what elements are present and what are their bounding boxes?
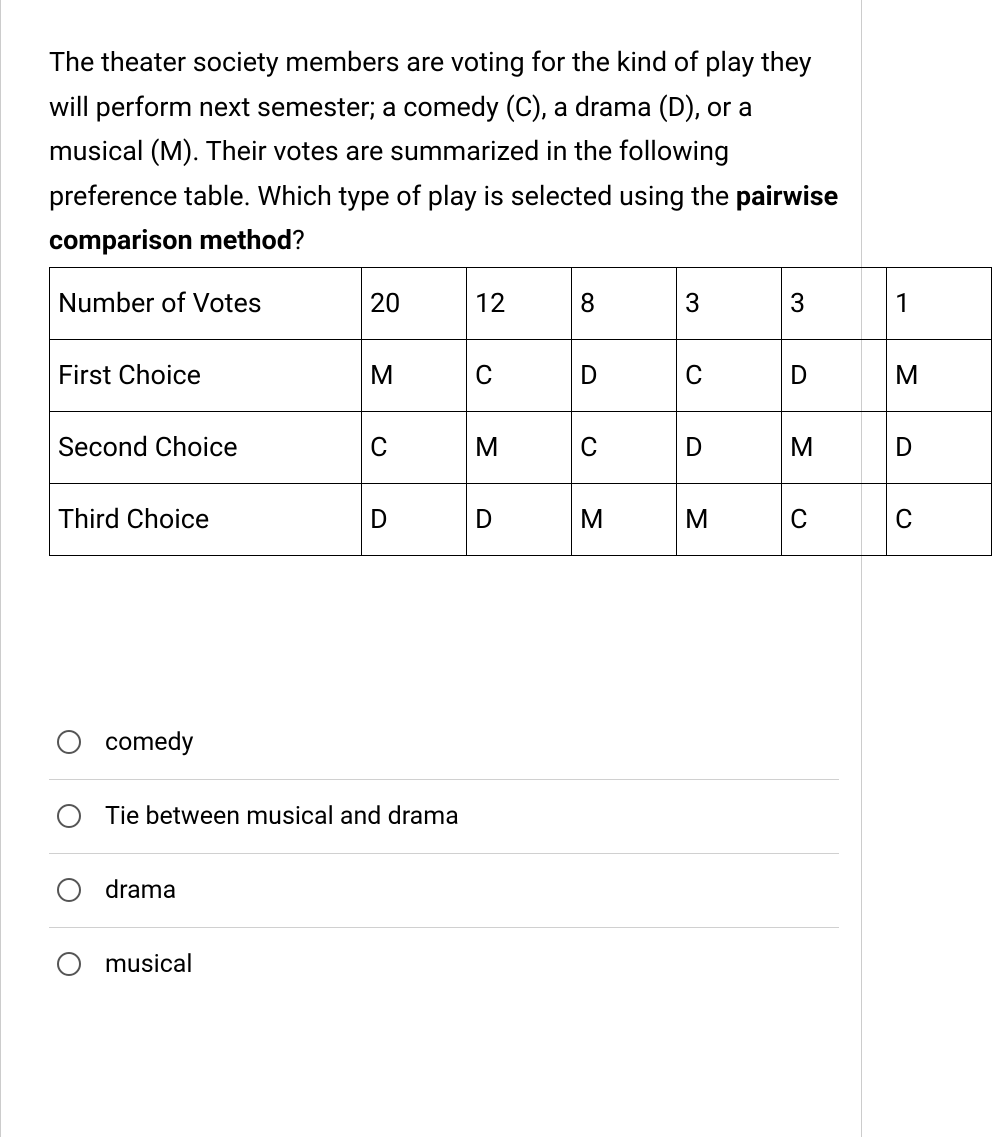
row-label: Number of Votes — [50, 267, 362, 339]
table-cell: 12 — [467, 267, 572, 339]
option-label: drama — [105, 876, 176, 905]
table-cell: 1 — [887, 267, 992, 339]
radio-button[interactable] — [57, 804, 81, 828]
question-prefix: The theater society members are voting f… — [49, 46, 812, 212]
option-row[interactable]: drama — [49, 854, 839, 928]
table-cell: C — [572, 411, 677, 483]
table-cell: D — [362, 483, 467, 555]
radio-button[interactable] — [57, 730, 81, 754]
table-cell: M — [887, 339, 992, 411]
radio-button[interactable] — [57, 952, 81, 976]
option-row[interactable]: comedy — [49, 706, 839, 780]
table-cell: C — [677, 339, 782, 411]
table-cell: D — [572, 339, 677, 411]
table-cell: M — [677, 483, 782, 555]
table-row: Second ChoiceCMCDMD — [50, 411, 992, 483]
option-label: comedy — [105, 728, 193, 757]
row-label: Second Choice — [50, 411, 362, 483]
table-row: Number of Votes20128331 — [50, 267, 992, 339]
table-cell: C — [887, 483, 992, 555]
option-row[interactable]: musical — [49, 928, 839, 1001]
option-row[interactable]: Tie between musical and drama — [49, 780, 839, 854]
answer-options: comedy Tie between musical and drama drama… — [49, 706, 839, 1001]
table-cell: D — [782, 339, 887, 411]
question-suffix: ? — [292, 224, 305, 256]
option-label: musical — [105, 950, 192, 979]
table-cell: 3 — [677, 267, 782, 339]
table-cell: C — [782, 483, 887, 555]
question-container: The theater society members are voting f… — [0, 0, 862, 1137]
table-cell: M — [467, 411, 572, 483]
row-label: First Choice — [50, 339, 362, 411]
table-cell: M — [782, 411, 887, 483]
row-label: Third Choice — [50, 483, 362, 555]
table-cell: C — [362, 411, 467, 483]
table-cell: 20 — [362, 267, 467, 339]
table-cell: D — [677, 411, 782, 483]
radio-button[interactable] — [57, 878, 81, 902]
table-cell: 3 — [782, 267, 887, 339]
preference-table: Number of Votes20128331First ChoiceMCDCD… — [49, 267, 992, 556]
table-row: Third ChoiceDDMMCC — [50, 483, 992, 555]
option-label: Tie between musical and drama — [105, 802, 459, 831]
table-body: Number of Votes20128331First ChoiceMCDCD… — [50, 267, 992, 555]
table-cell: 8 — [572, 267, 677, 339]
table-row: First ChoiceMCDCDM — [50, 339, 992, 411]
table-cell: D — [467, 483, 572, 555]
table-cell: M — [572, 483, 677, 555]
question-text: The theater society members are voting f… — [49, 40, 861, 263]
table-cell: D — [887, 411, 992, 483]
table-cell: C — [467, 339, 572, 411]
table-cell: M — [362, 339, 467, 411]
